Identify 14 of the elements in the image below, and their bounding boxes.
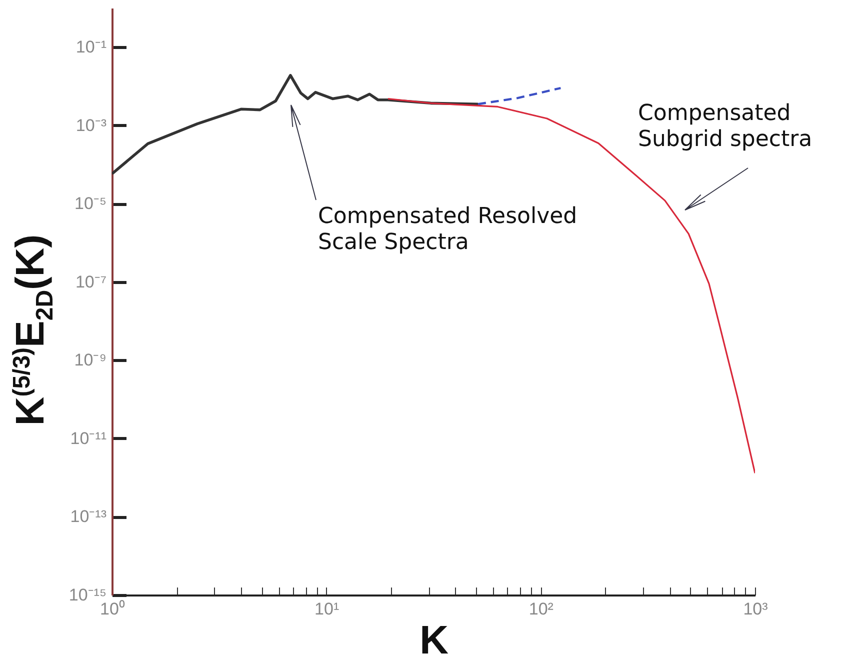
y-tick-label: 10⁻⁹ xyxy=(74,350,106,370)
y-tick-label: 10⁻⁷ xyxy=(75,272,106,292)
x-tick-label: 10¹ xyxy=(314,600,340,618)
annotation: Compensated Subgrid spectra xyxy=(638,101,812,152)
y-tick-label: 10⁻³ xyxy=(76,116,107,135)
x-tick-label: 10⁰ xyxy=(100,600,125,618)
y-tick-label: 10⁻¹³ xyxy=(70,507,107,526)
x-tick-label: 10² xyxy=(528,600,554,618)
x-axis-title: K xyxy=(420,618,449,662)
annotation: Compensated Resolved Scale Spectra xyxy=(318,204,578,255)
y-tick-label: 10⁻¹ xyxy=(76,38,107,57)
x-tick-label: 10³ xyxy=(743,600,768,618)
y-tick-label: 10⁻¹¹ xyxy=(70,428,107,448)
y-tick-label: 10⁻⁵ xyxy=(74,194,106,214)
